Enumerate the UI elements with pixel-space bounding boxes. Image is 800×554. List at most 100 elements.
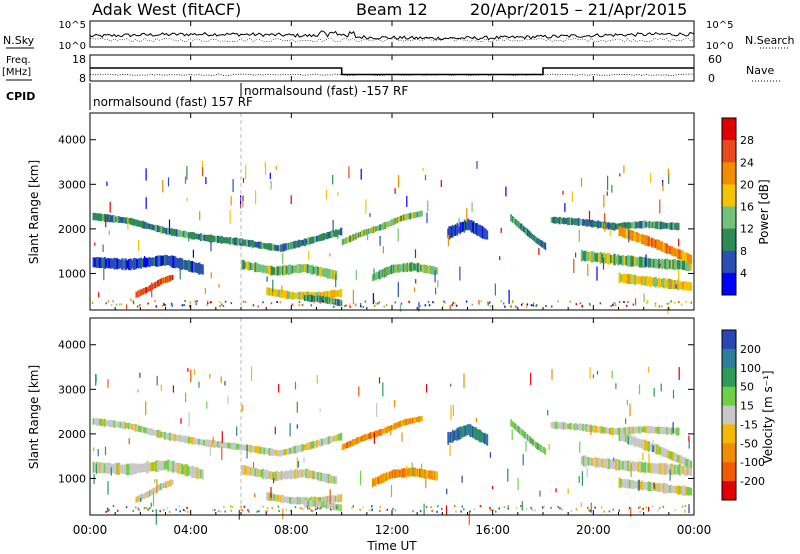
echo-cell-6 — [384, 222, 387, 229]
echo-cell-0 — [307, 442, 310, 451]
echo-cell-0 — [156, 430, 160, 438]
ground-speckle — [138, 509, 140, 512]
x-tick-label: 00:00 — [677, 523, 712, 537]
echo-cell-13 — [672, 280, 675, 289]
ground-speckle — [210, 301, 212, 304]
echo-cell-10 — [667, 427, 670, 435]
noise-speckle — [155, 511, 157, 525]
echo-cell-4 — [292, 292, 295, 300]
echo-cell-4 — [333, 290, 336, 298]
echo-cell-0 — [263, 243, 266, 249]
echo-cell-1 — [131, 463, 134, 475]
echo-cell-6 — [356, 437, 358, 444]
echo-cell-11 — [689, 260, 693, 271]
echo-cell-6 — [344, 238, 346, 244]
echo-cell-0 — [92, 418, 95, 425]
echo-cell-0 — [132, 424, 136, 431]
noise-speckle — [590, 502, 592, 513]
echo-cell-4 — [302, 292, 305, 300]
noise-speckle — [592, 374, 594, 379]
noise-speckle — [652, 445, 654, 452]
echo-cell-2 — [142, 493, 144, 500]
echo-cell-7 — [405, 263, 408, 272]
echo-cell-0 — [177, 229, 180, 237]
echo-cell-6 — [409, 212, 411, 220]
noise-speckle — [180, 418, 182, 424]
echo-cell-11 — [633, 256, 637, 267]
echo-cell-0 — [327, 231, 331, 239]
echo-cell-1 — [184, 464, 187, 476]
echo-cell-7 — [389, 471, 391, 479]
echo-cell-0 — [148, 223, 151, 230]
echo-cell-10 — [580, 424, 583, 431]
echo-cell-10 — [659, 221, 662, 230]
echo-cell-10 — [607, 427, 610, 434]
echo-cell-8 — [473, 223, 476, 233]
echo-cell-6 — [416, 211, 419, 218]
echo-cell-1 — [110, 258, 113, 269]
echo-cell-3 — [272, 267, 275, 275]
echo-cell-6 — [371, 432, 374, 439]
noise-speckle — [588, 210, 591, 223]
ground-speckle — [362, 506, 364, 509]
echo-cell-4 — [319, 497, 322, 504]
echo-cell-0 — [131, 218, 134, 226]
echo-cell-3 — [270, 471, 273, 480]
echo-cell-0 — [278, 450, 281, 457]
ground-speckle — [345, 304, 347, 307]
echo-cell-8 — [466, 220, 469, 230]
echo-cell-7 — [372, 478, 375, 487]
echo-cell-11 — [601, 458, 604, 468]
echo-cell-4 — [338, 290, 340, 297]
echo-cell-0 — [324, 233, 327, 239]
echo-cell-12 — [673, 453, 677, 462]
ground-speckle — [666, 302, 668, 305]
echo-cell-7 — [409, 467, 411, 477]
echo-cell-6 — [360, 436, 363, 442]
echo-cell-11 — [597, 457, 601, 468]
echo-cell-10 — [658, 426, 661, 435]
echo-cell-1 — [134, 463, 137, 475]
ground-speckle — [147, 508, 150, 511]
echo-cell-13 — [618, 272, 621, 284]
echo-cell-11 — [664, 463, 667, 475]
echo-cell-0 — [300, 444, 303, 453]
echo-cell-11 — [611, 459, 614, 470]
echo-cell-7 — [390, 265, 392, 274]
echo-cell-6 — [353, 234, 356, 240]
ground-speckle — [196, 300, 198, 303]
echo-cell-0 — [136, 219, 139, 227]
echo-cell-0 — [253, 445, 256, 453]
echo-cell-1 — [95, 257, 98, 268]
echo-cell-11 — [678, 260, 681, 270]
echo-cell-11 — [620, 255, 623, 265]
freq-unit: [MHz] — [2, 67, 31, 78]
echo-cell-10 — [634, 426, 637, 434]
echo-cell-6 — [399, 421, 401, 427]
echo-cell-6 — [352, 439, 355, 446]
echo-cell-10 — [554, 421, 557, 429]
echo-cell-0 — [151, 429, 155, 436]
echo-cell-10 — [565, 218, 568, 224]
echo-cell-0 — [131, 423, 134, 430]
echo-cell-0 — [126, 422, 129, 429]
echo-cell-0 — [127, 218, 131, 224]
echo-cell-2 — [166, 276, 168, 283]
echo-cell-10 — [609, 427, 612, 435]
power-colorbar-tick: 16 — [740, 201, 754, 214]
noise-speckle — [145, 197, 147, 209]
echo-cell-0 — [234, 442, 237, 451]
ground-speckle — [229, 505, 232, 508]
ground-speckle — [437, 505, 439, 508]
echo-cell-4 — [299, 291, 301, 300]
echo-cell-1 — [139, 257, 143, 269]
echo-cell-8 — [466, 424, 469, 436]
echo-cell-10 — [662, 426, 666, 435]
echo-cell-0 — [279, 244, 282, 252]
echo-cell-8 — [450, 226, 452, 238]
ground-speckle — [612, 302, 615, 305]
noise-speckle — [672, 389, 675, 399]
y-tick-label: 4000 — [58, 339, 86, 352]
echo-cell-12 — [625, 228, 628, 239]
echo-cell-5 — [319, 295, 321, 303]
